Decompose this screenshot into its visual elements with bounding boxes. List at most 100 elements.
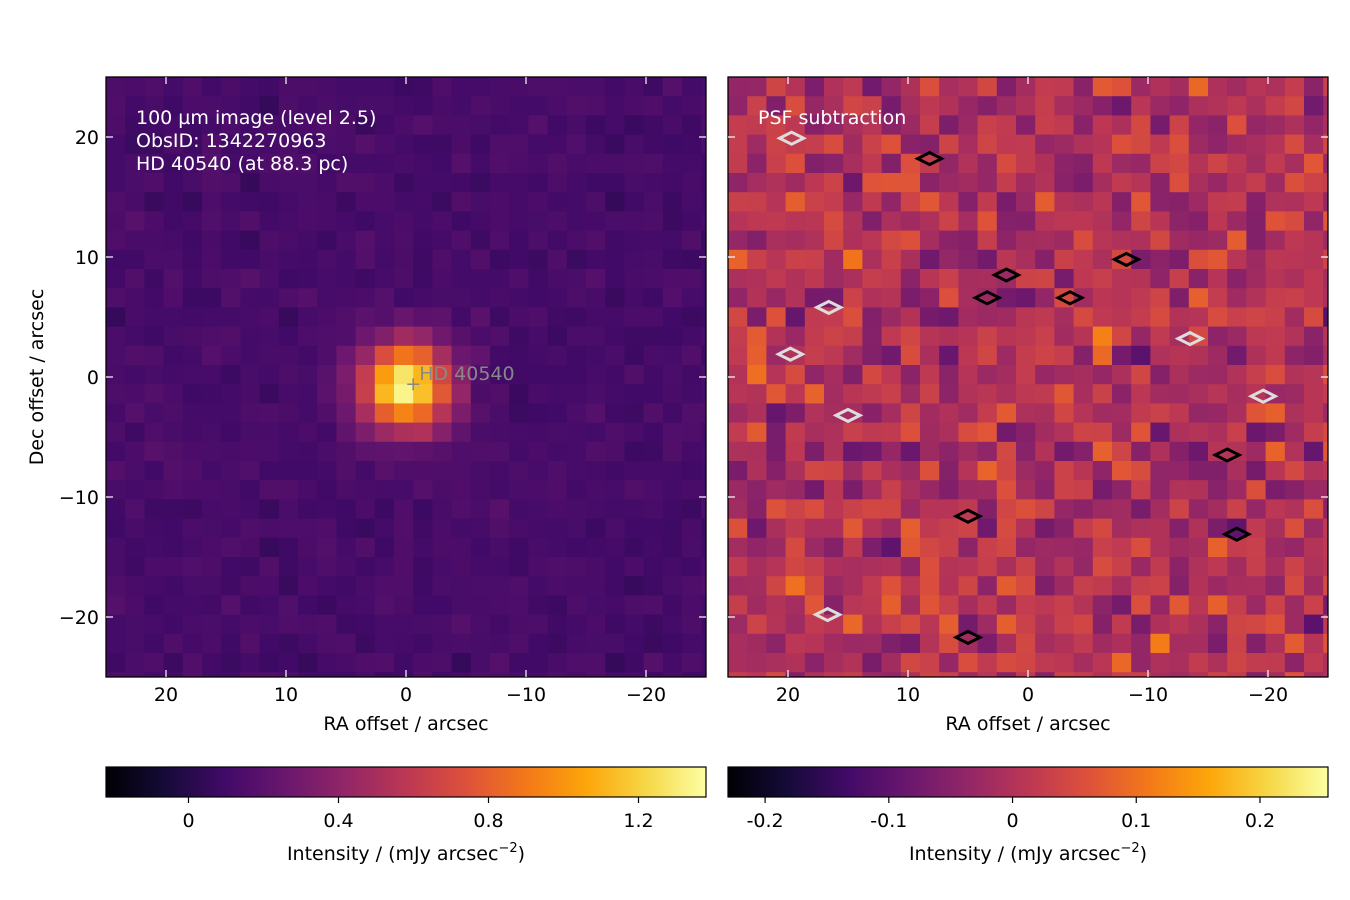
- heatmap-pixel: [1092, 595, 1113, 616]
- heatmap-pixel: [1169, 153, 1190, 174]
- heatmap-pixel: [682, 384, 702, 404]
- heatmap-pixel: [939, 365, 959, 385]
- heatmap-pixel: [278, 307, 299, 328]
- heatmap-pixel: [1131, 461, 1151, 481]
- heatmap-pixel: [1150, 614, 1171, 635]
- heatmap-pixel: [682, 77, 702, 97]
- heatmap-pixel: [1227, 96, 1247, 116]
- heatmap-pixel: [259, 384, 280, 404]
- heatmap-pixel: [900, 249, 921, 270]
- heatmap-pixel: [996, 441, 1017, 462]
- heatmap-pixel: [1092, 249, 1113, 270]
- heatmap-pixel: [1054, 576, 1075, 596]
- heatmap-pixel: [1035, 134, 1055, 155]
- heatmap-pixel: [106, 480, 126, 500]
- heatmap-pixel: [881, 326, 902, 347]
- heatmap-pixel: [413, 576, 433, 596]
- heatmap-pixel: [843, 269, 863, 289]
- heatmap-pixel: [1150, 365, 1171, 385]
- heatmap-pixel: [1304, 269, 1324, 289]
- heatmap-pixel: [824, 230, 844, 251]
- heatmap-pixel: [1150, 633, 1171, 654]
- heatmap-pixel: [144, 365, 165, 385]
- heatmap-pixel: [528, 115, 549, 136]
- heatmap-pixel: [317, 307, 337, 328]
- heatmap-pixel: [728, 672, 748, 677]
- heatmap-pixel: [643, 230, 664, 251]
- heatmap-pixel: [1188, 211, 1209, 232]
- heatmap-pixel: [900, 153, 921, 174]
- heatmap-pixel: [528, 307, 549, 328]
- heatmap-pixel: [182, 576, 203, 596]
- heatmap-pixel: [747, 96, 767, 116]
- heatmap-pixel: [336, 249, 357, 270]
- heatmap-pixel: [1169, 230, 1190, 251]
- heatmap-pixel: [1112, 77, 1132, 97]
- heatmap-pixel: [1169, 557, 1190, 577]
- heatmap-pixel: [336, 345, 357, 366]
- heatmap-pixel: [1150, 345, 1171, 366]
- heatmap-pixel: [336, 614, 357, 635]
- heatmap-pixel: [996, 211, 1017, 232]
- heatmap-pixel: [1208, 557, 1228, 577]
- heatmap-pixel: [900, 480, 921, 500]
- heatmap-pixel: [144, 96, 165, 116]
- heatmap-pixel: [202, 499, 222, 520]
- heatmap-pixel: [701, 537, 706, 558]
- heatmap-pixel: [728, 633, 748, 654]
- heatmap-pixel: [106, 96, 126, 116]
- heatmap-pixel: [881, 345, 902, 366]
- heatmap-pixel: [509, 576, 529, 596]
- heatmap-pixel: [1188, 173, 1209, 193]
- heatmap-pixel: [977, 134, 998, 155]
- heatmap-pixel: [1150, 96, 1171, 116]
- heatmap-pixel: [1169, 403, 1190, 424]
- heatmap-pixel: [682, 173, 702, 193]
- heatmap-pixel: [182, 249, 203, 270]
- heatmap-pixel: [939, 192, 959, 212]
- heatmap-pixel: [1284, 249, 1305, 270]
- heatmap-pixel: [881, 518, 902, 539]
- heatmap-pixel: [298, 461, 318, 481]
- heatmap-pixel: [1016, 173, 1036, 193]
- heatmap-pixel: [586, 422, 606, 443]
- heatmap-pixel: [413, 249, 433, 270]
- heatmap-pixel: [1323, 365, 1328, 385]
- heatmap-pixel: [1150, 384, 1171, 404]
- x-tick-label: −10: [1128, 684, 1168, 706]
- heatmap-pixel: [432, 307, 453, 328]
- heatmap-pixel: [1016, 307, 1036, 328]
- heatmap-pixel: [1016, 557, 1036, 577]
- heatmap-pixel: [1092, 537, 1113, 558]
- heatmap-pixel: [1227, 557, 1247, 577]
- heatmap-pixel: [662, 633, 683, 654]
- heatmap-pixel: [939, 653, 959, 673]
- heatmap-pixel: [1054, 173, 1075, 193]
- heatmap-pixel: [259, 403, 280, 424]
- heatmap-pixel: [106, 633, 126, 654]
- heatmap-pixel: [182, 307, 203, 328]
- heatmap-pixel: [1323, 269, 1328, 289]
- heatmap-pixel: [125, 576, 145, 596]
- heatmap-pixel: [394, 653, 414, 673]
- heatmap-pixel: [586, 557, 606, 577]
- heatmap-pixel: [900, 557, 921, 577]
- heatmap-pixel: [1323, 441, 1328, 462]
- x-tick-label: −20: [626, 684, 666, 706]
- heatmap-pixel: [1227, 595, 1247, 616]
- heatmap-pixel: [509, 269, 529, 289]
- heatmap-pixel: [881, 633, 902, 654]
- heatmap-pixel: [547, 595, 568, 616]
- heatmap-pixel: [586, 480, 606, 500]
- heatmap-pixel: [490, 614, 510, 635]
- heatmap-pixel: [163, 614, 184, 635]
- heatmap-pixel: [451, 192, 472, 212]
- heatmap-pixel: [1035, 269, 1055, 289]
- heatmap-pixel: [451, 422, 472, 443]
- heatmap-pixel: [547, 96, 568, 116]
- heatmap-pixel: [547, 153, 568, 174]
- heatmap-pixel: [163, 422, 184, 443]
- heatmap-pixel: [106, 441, 126, 462]
- heatmap-pixel: [682, 576, 702, 596]
- heatmap-pixel: [1304, 192, 1324, 212]
